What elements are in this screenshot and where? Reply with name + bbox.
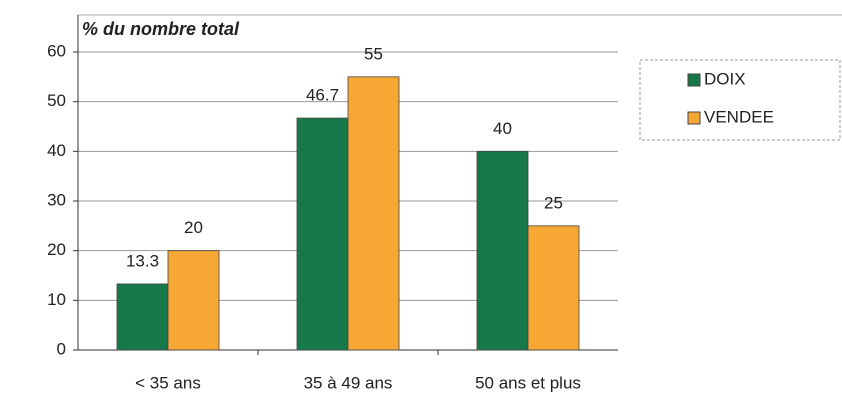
y-tick-label: 60 <box>47 41 66 60</box>
bar <box>527 225 580 351</box>
y-tick-label: 40 <box>47 141 66 160</box>
value-label: 25 <box>544 193 563 212</box>
bar <box>167 250 220 351</box>
value-label: 55 <box>364 44 383 63</box>
value-label: 20 <box>184 218 203 237</box>
y-tick-label: 0 <box>57 339 66 358</box>
value-label: 13.3 <box>126 251 159 270</box>
y-tick-label: 20 <box>47 240 66 259</box>
bar <box>476 150 529 351</box>
bar <box>347 76 400 351</box>
legend-label: DOIX <box>704 69 746 88</box>
legend-swatch <box>687 73 701 87</box>
y-tick-label: 10 <box>47 290 66 309</box>
x-tick-label: 35 à 49 ans <box>304 373 393 392</box>
y-tick-label: 50 <box>47 91 66 110</box>
chart-title: % du nombre total <box>82 19 240 39</box>
y-tick-label: 30 <box>47 190 66 209</box>
bar <box>296 117 349 351</box>
bar <box>116 283 169 351</box>
legend-label: VENDEE <box>704 107 774 126</box>
value-label: 46.7 <box>306 86 339 105</box>
x-tick-label: < 35 ans <box>135 373 201 392</box>
value-label: 40 <box>493 119 512 138</box>
x-tick-label: 50 ans et plus <box>475 373 581 392</box>
legend-swatch <box>687 111 701 125</box>
legend-box <box>639 59 841 141</box>
